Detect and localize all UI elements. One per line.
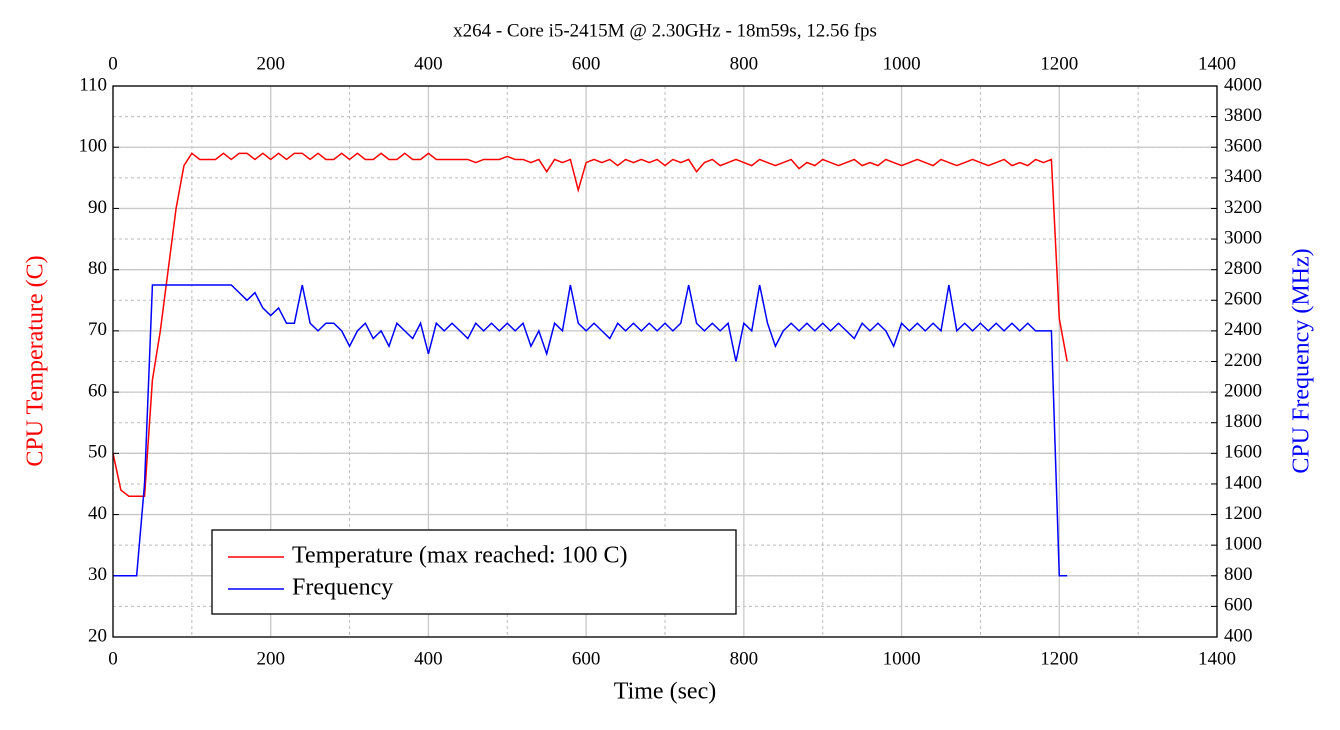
- y-tick-label: 50: [88, 442, 107, 463]
- y2-tick-label: 3000: [1224, 227, 1262, 248]
- y-tick-label: 80: [88, 258, 107, 279]
- y2-tick-label: 2400: [1224, 319, 1262, 340]
- top-x-tick-label: 0: [108, 53, 118, 74]
- y2-tick-label: 4000: [1224, 74, 1262, 95]
- plot-frame: [112, 85, 1218, 638]
- y-tick-label: 90: [88, 197, 107, 218]
- y2-tick-label: 400: [1224, 625, 1253, 646]
- top-x-tick-label: 1400: [1198, 53, 1236, 74]
- x-axis-label: Time (sec): [614, 679, 716, 705]
- x-tick-label: 800: [730, 648, 759, 669]
- y2-tick-label: 800: [1224, 564, 1253, 585]
- top-x-tick-label: 600: [572, 53, 601, 74]
- series-line: [112, 152, 1068, 497]
- top-x-tick-label: 400: [414, 53, 443, 74]
- x-tick-label: 1400: [1198, 648, 1236, 669]
- y-tick-label: 110: [79, 74, 107, 95]
- y2-tick-label: 3400: [1224, 166, 1262, 187]
- y2-tick-label: 2800: [1224, 258, 1262, 279]
- x-tick-label: 400: [414, 648, 443, 669]
- chart-title: x264 - Core i5-2415M @ 2.30GHz - 18m59s,…: [453, 20, 877, 41]
- y2-axis-label: CPU Frequency (MHz): [1289, 248, 1315, 473]
- legend-box: [211, 529, 737, 615]
- y2-tick-label: 2200: [1224, 350, 1262, 371]
- y-tick-label: 60: [88, 380, 107, 401]
- y2-tick-label: 2000: [1224, 380, 1262, 401]
- y2-tick-label: 1000: [1224, 534, 1262, 555]
- x-tick-label: 600: [572, 648, 601, 669]
- x-tick-label: 1000: [883, 648, 921, 669]
- series-line: [113, 284, 1068, 577]
- y2-tick-label: 3600: [1224, 136, 1262, 157]
- top-x-tick-label: 1000: [883, 53, 921, 74]
- y2-tick-label: 1800: [1224, 411, 1262, 432]
- y-tick-label: 40: [88, 503, 107, 524]
- top-x-tick-label: 200: [256, 53, 285, 74]
- y2-tick-label: 3800: [1224, 105, 1262, 126]
- y-tick-label: 30: [88, 564, 107, 585]
- y-tick-label: 20: [88, 625, 107, 646]
- y2-tick-label: 1200: [1224, 503, 1262, 524]
- top-x-tick-label: 800: [730, 53, 759, 74]
- y-tick-label: 70: [88, 319, 107, 340]
- y2-tick-label: 1400: [1224, 472, 1262, 493]
- y2-tick-label: 2600: [1224, 289, 1262, 310]
- x-tick-label: 0: [108, 648, 118, 669]
- y-tick-label: 100: [79, 136, 108, 157]
- x-tick-label: 1200: [1040, 648, 1078, 669]
- legend-label: Frequency: [292, 575, 393, 601]
- y2-tick-label: 1600: [1224, 442, 1262, 463]
- x-tick-label: 200: [256, 648, 285, 669]
- top-x-tick-label: 1200: [1040, 53, 1078, 74]
- y-axis-label: CPU Temperature (C): [23, 255, 49, 466]
- y2-tick-label: 3200: [1224, 197, 1262, 218]
- legend-label: Temperature (max reached: 100 C): [292, 543, 628, 569]
- y2-tick-label: 600: [1224, 595, 1253, 616]
